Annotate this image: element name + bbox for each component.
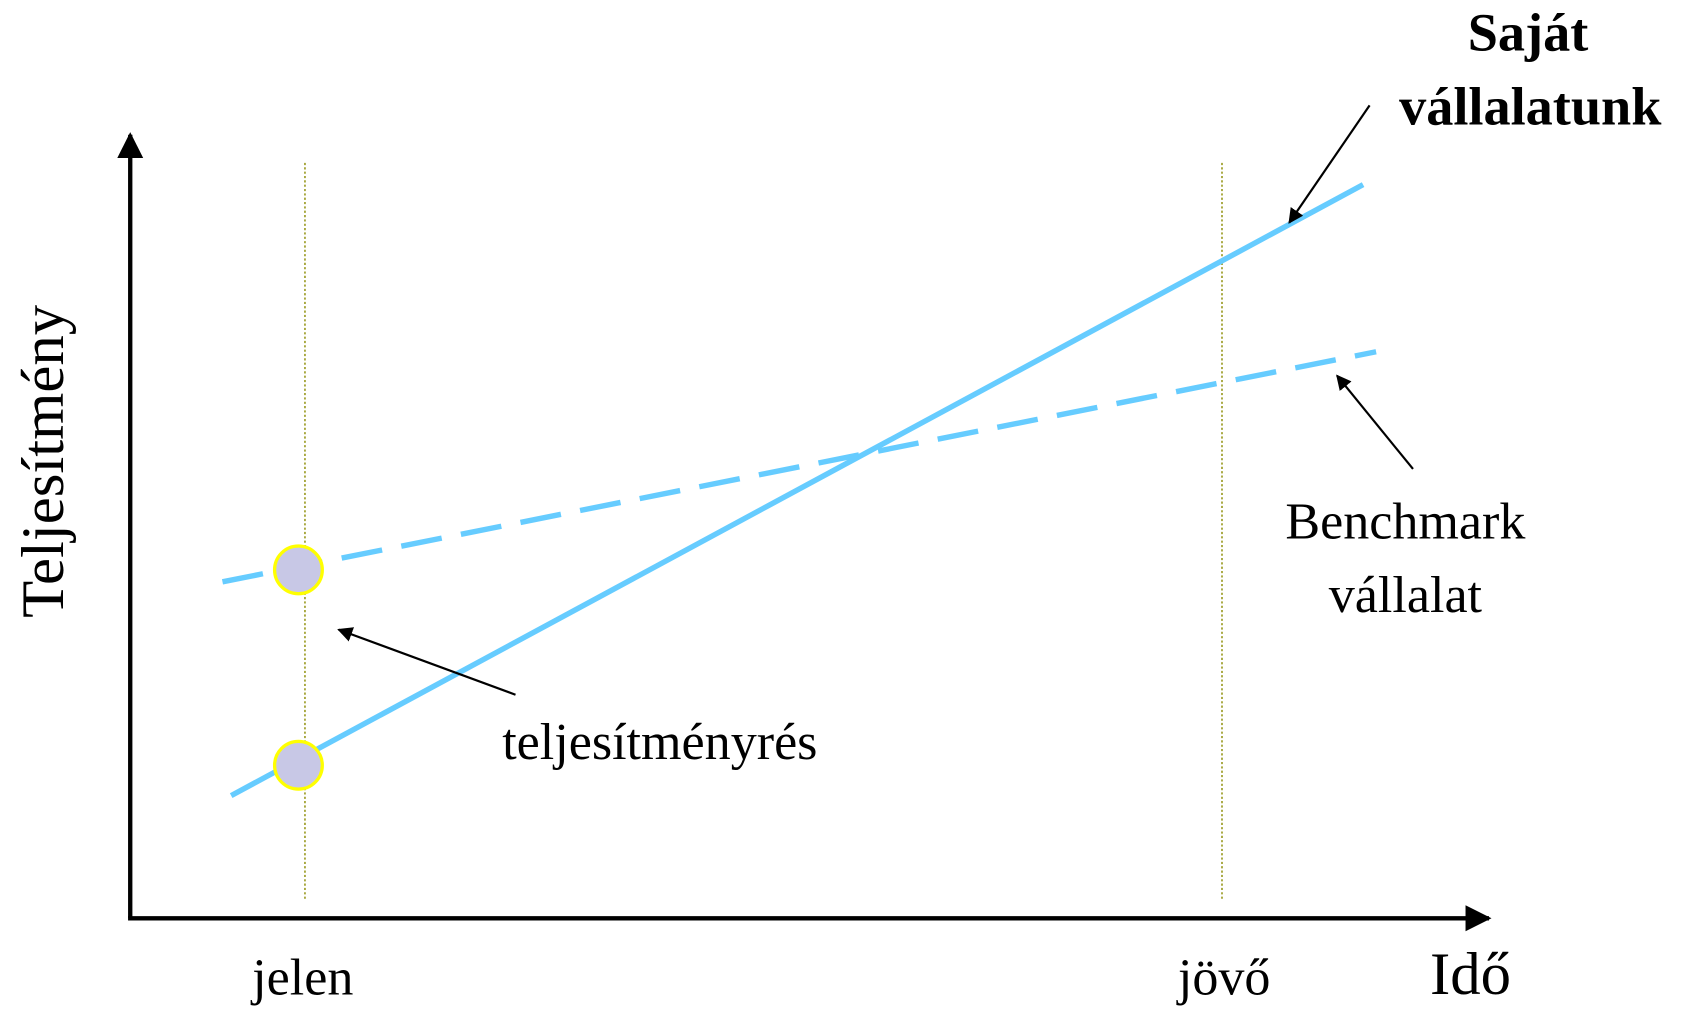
- benchmark-label: vállalat: [1329, 567, 1483, 624]
- callout-arrow: [337, 627, 516, 696]
- x-axis-label: Idő: [1430, 941, 1511, 1008]
- gap-label: teljesítményrés: [502, 714, 817, 771]
- callout-arrow: [1336, 374, 1414, 470]
- own-point: [272, 739, 324, 791]
- benchmark-label: Benchmark: [1285, 493, 1526, 550]
- y-axis-label: Teljesítmény: [10, 304, 77, 618]
- own-company-line: [229, 182, 1365, 799]
- callout-arrow: [1288, 104, 1371, 224]
- own-company-label: Saját: [1468, 3, 1589, 63]
- present-label: jelen: [250, 949, 353, 1006]
- benchmark-line: [221, 349, 1377, 585]
- own-company-label: vállalatunk: [1399, 76, 1662, 136]
- benchmark-point: [272, 544, 324, 596]
- future-label: jövő: [1176, 949, 1271, 1006]
